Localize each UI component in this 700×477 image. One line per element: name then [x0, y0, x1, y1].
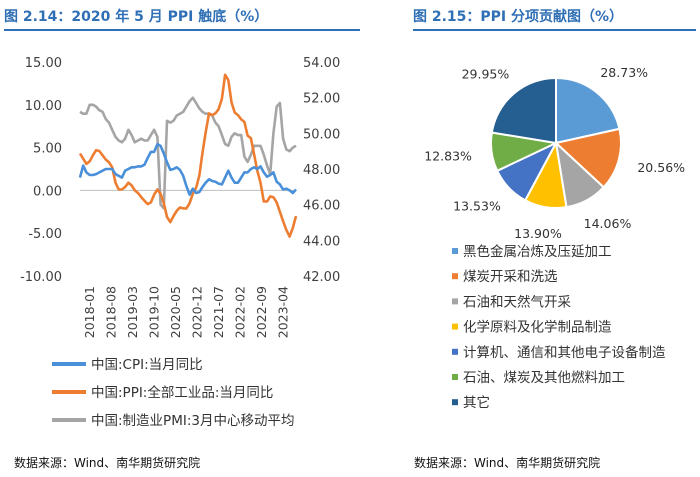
pie-value-labels: 28.73% 20.56% 14.06% 13.90% 13.53% 12.83% 29.9… [424, 65, 685, 241]
right-y-tick-label: 42.00 [303, 270, 340, 285]
legend-label: 中国:CPI:当月同比 [91, 357, 203, 373]
left-y-tick-label: 0.00 [33, 184, 62, 199]
pie-slice [553, 127, 622, 189]
legend-label: 石油和天然气开采 [463, 293, 571, 310]
right-y-tick-label: 52.00 [303, 92, 340, 107]
legend-swatch [452, 298, 458, 305]
right-y-tick-label: 48.00 [303, 163, 340, 178]
right-y-tick-label: 54.00 [303, 56, 340, 71]
legend-swatch [452, 374, 458, 380]
legend-swatch [452, 399, 458, 406]
pie-slice [490, 76, 557, 145]
left-y-tick-label: -10.00 [20, 270, 62, 285]
legend-label: 中国:制造业PMI:3月中心移动平均 [91, 413, 294, 429]
left-y-tick-label: -5.00 [28, 227, 62, 242]
left-y-tick-label: 15.00 [25, 56, 62, 71]
legend-label: 计算机、通信和其他电子设备制造 [463, 344, 666, 361]
legend-label: 中国:PPI:全部工业品:当月同比 [91, 384, 273, 401]
series-line-2 [79, 96, 297, 210]
x-tick-label: 2019-03 [125, 286, 140, 338]
left-figure-title: 图 2.14：2020 年 5 月 PPI 触底（%） [4, 9, 269, 25]
pie-value-label: 12.83% [424, 149, 472, 164]
legend-label: 黑色金属冶炼及压延加工 [463, 243, 612, 260]
right-y-axis-ticks: 54.00 52.00 50.00 48.00 46.00 44.00 42.00 [303, 56, 340, 285]
pie-slice [555, 76, 621, 145]
right-y-tick-label: 44.00 [303, 234, 340, 249]
right-source-note: 数据来源：Wind、南华期货研究院 [414, 456, 601, 470]
legend-label: 化学原料及化学制品制造 [463, 320, 612, 336]
series-line-1 [78, 73, 298, 238]
x-tick-label: 2018-01 [82, 286, 97, 338]
legend-swatch [452, 248, 458, 254]
line-legend: 中国:CPI:当月同比中国:PPI:全部工业品:当月同比中国:制造业PMI:3月… [52, 357, 294, 429]
x-tick-label: 2018-08 [104, 286, 119, 338]
x-tick-label: 2023-04 [276, 286, 291, 338]
x-axis-ticks: 2018-01 2018-08 2019-03 2019-10 2020-05 2020-… [82, 286, 291, 338]
pie-legend: 黑色金属冶炼及压延加工煤炭开采和洗选石油和天然气开采化学原料及化学制品制造计算机… [452, 243, 666, 411]
pie-value-label: 28.73% [600, 65, 648, 80]
line-chart: 15.00 10.00 5.00 0.00 -5.00 -10.00 54.00 52.00… [20, 56, 340, 429]
legend-label: 煤炭开采和洗选 [463, 269, 558, 285]
pie-value-label: 13.53% [453, 199, 501, 214]
pie-value-label: 29.95% [462, 67, 510, 82]
pie-value-label: 13.90% [514, 226, 562, 241]
series-line-0 [78, 142, 297, 196]
x-tick-label: 2022-09 [254, 286, 269, 338]
x-tick-label: 2021-07 [211, 286, 226, 338]
left-source-note: 数据来源：Wind、南华期货研究院 [14, 456, 201, 470]
series-lines [78, 73, 298, 238]
pie-value-label: 20.56% [637, 160, 685, 175]
left-title-rule [4, 29, 360, 31]
x-tick-label: 2022-02 [233, 286, 248, 338]
right-title-rule [413, 29, 696, 31]
legend-swatch [452, 323, 458, 330]
x-tick-label: 2020-12 [190, 286, 205, 338]
left-y-tick-label: 5.00 [33, 142, 62, 157]
pie-value-label: 14.06% [584, 216, 632, 231]
right-y-tick-label: 46.00 [303, 199, 340, 214]
legend-label: 石油、煤炭及其他燃料加工 [463, 369, 625, 386]
pie-slices [490, 76, 622, 209]
legend-swatch [452, 273, 458, 280]
left-y-tick-label: 10.00 [25, 99, 62, 114]
pie-chart: 28.73% 20.56% 14.06% 13.90% 13.53% 12.83% 29.9… [424, 65, 685, 411]
right-y-tick-label: 50.00 [303, 127, 340, 142]
legend-label: 其它 [463, 394, 490, 411]
x-tick-label: 2020-05 [168, 286, 183, 338]
x-tick-label: 2019-10 [147, 286, 162, 338]
left-y-axis-ticks: 15.00 10.00 5.00 0.00 -5.00 -10.00 [20, 56, 62, 285]
legend-swatch [452, 348, 458, 355]
right-figure-title: 图 2.15：PPI 分项贡献图（%） [413, 9, 624, 25]
